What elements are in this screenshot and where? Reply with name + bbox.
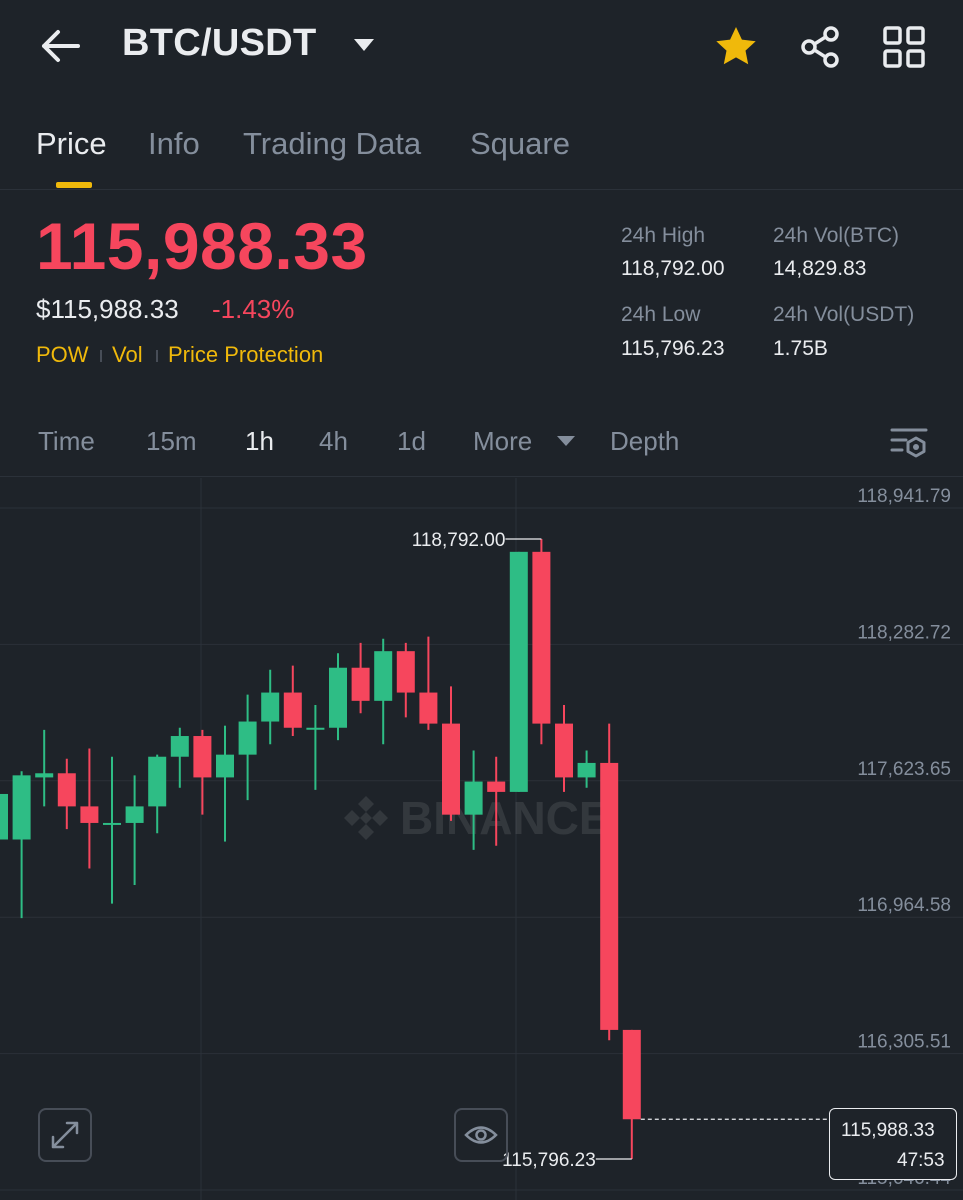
y-axis-tick-label: 117,623.65 <box>857 759 951 780</box>
interval-1h[interactable]: 1h <box>245 426 274 456</box>
candle-body <box>329 667 347 728</box>
tab-trading-data[interactable]: Trading Data <box>243 126 422 161</box>
candle-body <box>170 736 189 757</box>
expand-chart-button[interactable] <box>38 1108 92 1162</box>
candle-body <box>509 551 528 792</box>
interval-more[interactable]: More <box>473 426 533 456</box>
candle-body <box>103 822 121 825</box>
tabs-divider <box>0 189 963 190</box>
stat-24h-low-value: 115,796.23 <box>621 337 725 360</box>
star-icon[interactable] <box>713 24 759 70</box>
candle-body <box>464 781 483 815</box>
chart-settings-icon[interactable] <box>888 422 930 462</box>
price-change-percent: -1.43% <box>212 294 295 324</box>
candle-body <box>532 551 551 724</box>
candle-body <box>374 651 393 701</box>
candle-body <box>238 721 257 755</box>
toggle-view-button[interactable] <box>454 1108 508 1162</box>
high-marker-label: 118,792.00 <box>412 530 506 551</box>
y-axis-tick-label: 118,941.79 <box>857 486 951 507</box>
interval-1d[interactable]: 1d <box>397 426 426 456</box>
stat-24h-low-label: 24h Low <box>621 303 701 326</box>
candle-body <box>487 781 506 792</box>
candle-body <box>419 692 438 724</box>
last-price: 115,988.33 <box>36 209 368 283</box>
interval-depth[interactable]: Depth <box>610 426 680 456</box>
candle-body <box>148 756 167 807</box>
share-icon[interactable] <box>798 24 844 70</box>
more-caret-down-icon[interactable] <box>556 434 576 448</box>
stat-24h-high-value: 118,792.00 <box>621 257 725 280</box>
low-marker-label: 115,796.23 <box>502 1150 596 1171</box>
grid-menu-icon[interactable] <box>881 24 927 70</box>
candle-body <box>306 727 325 730</box>
tag-separator <box>100 350 102 362</box>
candle-body <box>577 762 596 778</box>
candle-body <box>600 762 619 1030</box>
expand-icon <box>51 1121 79 1149</box>
candle-countdown: 47:53 <box>897 1150 945 1171</box>
tag-separator <box>156 350 158 362</box>
candle-body <box>261 692 280 722</box>
stat-24h-high-label: 24h High <box>621 224 706 247</box>
stat-24h-vol-usdt-value: 1.75B <box>773 337 828 360</box>
y-axis-tick-label: 118,282.72 <box>857 622 951 643</box>
candle-body <box>0 793 8 840</box>
stat-24h-vol-btc-value: 14,829.83 <box>773 257 867 280</box>
candle-body <box>622 1029 641 1120</box>
tag-vol[interactable]: Vol <box>112 342 143 367</box>
back-arrow-icon[interactable] <box>38 26 82 66</box>
caret-down-icon[interactable] <box>352 36 376 54</box>
candle-body <box>57 773 76 807</box>
tab-price[interactable]: Price <box>36 126 107 161</box>
candle-body <box>555 723 573 778</box>
candle-body <box>442 723 460 815</box>
candle-body <box>193 736 212 778</box>
candle-body <box>125 806 144 823</box>
y-axis-tick-label: 116,964.58 <box>857 895 951 916</box>
tab-square[interactable]: Square <box>470 126 570 161</box>
candle-body <box>396 651 415 693</box>
tag-pow[interactable]: POW <box>36 342 89 367</box>
candle-body <box>283 692 302 728</box>
candle-body <box>80 806 99 823</box>
interval-time[interactable]: Time <box>38 426 95 456</box>
last-price-tag <box>829 1108 957 1180</box>
chart-top-divider <box>0 476 963 477</box>
candle-body <box>351 667 370 701</box>
candle-body <box>35 773 54 778</box>
interval-4h[interactable]: 4h <box>319 426 348 456</box>
chart-watermark: BINANCE <box>400 792 610 844</box>
interval-15m[interactable]: 15m <box>146 426 197 456</box>
eye-icon <box>464 1126 498 1144</box>
candle-body <box>216 754 234 778</box>
stat-24h-vol-btc-label: 24h Vol(BTC) <box>773 224 900 247</box>
y-axis-tick-label: 116,305.51 <box>857 1032 951 1053</box>
binance-logo-icon <box>344 796 388 840</box>
active-tab-indicator <box>56 182 92 188</box>
tab-info[interactable]: Info <box>148 126 200 161</box>
stat-24h-vol-usdt-label: 24h Vol(USDT) <box>773 303 915 326</box>
usd-price: $115,988.33 <box>36 294 179 324</box>
candle-body <box>12 775 31 840</box>
candlestick-chart[interactable]: 118,941.79 118,282.72 117,623.65 116,964.58… <box>0 478 963 1200</box>
pair-title[interactable]: BTC/USDT <box>122 22 317 64</box>
tag-price-protection[interactable]: Price Protection <box>168 342 324 367</box>
last-price-tag-value: 115,988.33 <box>841 1120 935 1141</box>
